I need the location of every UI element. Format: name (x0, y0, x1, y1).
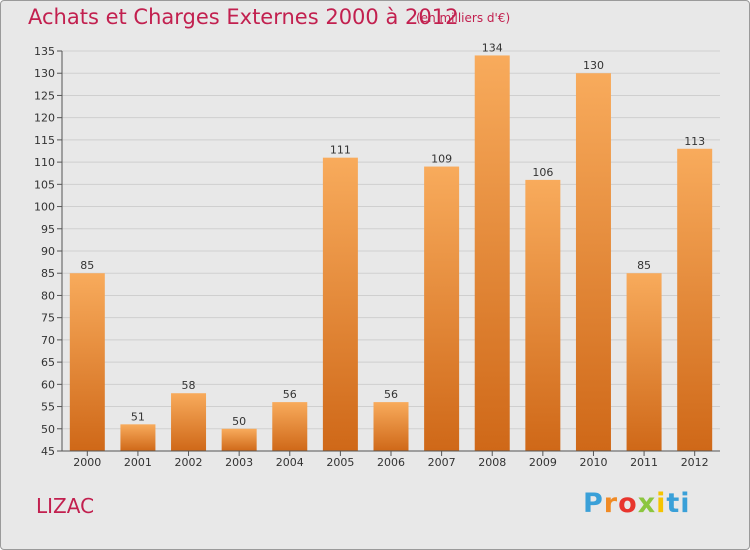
x-tick-label: 2007 (428, 456, 456, 469)
y-axis: 45 50 55 60 65 70 75 80 85 90 95 100 105 110 115 120 125… (34, 45, 63, 458)
y-tick-label: 125 (34, 89, 55, 102)
commune-name: LIZAC (36, 494, 95, 518)
y-tick-label: 110 (34, 156, 55, 169)
x-tick-label: 2010 (579, 456, 607, 469)
x-tick-label: 2009 (529, 456, 557, 469)
data-label: 109 (431, 153, 452, 166)
x-tick-label: 2012 (681, 456, 709, 469)
bar (525, 179, 561, 451)
logo-letter: x (637, 488, 657, 519)
bar (373, 402, 409, 451)
y-tick-label: 90 (41, 245, 55, 258)
bar (322, 157, 358, 451)
data-label: 130 (583, 59, 604, 72)
data-label: 85 (80, 259, 94, 272)
data-label: 113 (684, 135, 705, 148)
x-axis: 2000 2001 2002 2003 2004 2005 2006 2007 2008 2009… (62, 450, 720, 469)
y-tick-label: 60 (41, 378, 55, 391)
bar (221, 428, 257, 451)
logo-letter: r (603, 488, 619, 519)
bar (474, 55, 510, 451)
data-label: 56 (283, 388, 297, 401)
x-tick-label: 2011 (630, 456, 658, 469)
logo-letter: P (583, 488, 604, 519)
bar (272, 402, 308, 451)
y-tick-label: 130 (34, 67, 55, 80)
y-tick-label: 105 (34, 178, 55, 191)
x-tick-label: 2001 (124, 456, 152, 469)
data-label: 134 (482, 41, 503, 54)
data-label: 50 (232, 415, 246, 428)
y-tick-label: 95 (41, 223, 55, 236)
proxiti-logo[interactable]: Proxiti (583, 488, 691, 519)
bar (171, 393, 207, 451)
data-label: 58 (182, 379, 196, 392)
logo-letter: i (656, 488, 667, 519)
x-tick-label: 2002 (175, 456, 203, 469)
chart-subtitle: (en milliers d'€) (416, 11, 511, 25)
bar (575, 73, 611, 451)
y-tick-label: 70 (41, 334, 55, 347)
y-tick-label: 80 (41, 289, 55, 302)
bar (69, 273, 105, 451)
bar (677, 148, 713, 451)
y-tick-label: 120 (34, 112, 55, 125)
y-tick-label: 75 (41, 312, 55, 325)
y-tick-label: 115 (34, 134, 55, 147)
y-tick-label: 135 (34, 45, 55, 58)
y-tick-label: 45 (41, 445, 55, 458)
chart-title: Achats et Charges Externes 2000 à 2012 (28, 5, 459, 29)
data-label: 111 (330, 144, 351, 157)
bars: 85 51 58 50 56 111 56 109 134 106 130 85 113 (69, 41, 713, 452)
data-label: 56 (384, 388, 398, 401)
x-tick-label: 2005 (326, 456, 354, 469)
data-label: 106 (532, 166, 553, 179)
y-tick-label: 100 (34, 201, 55, 214)
bar (424, 166, 460, 452)
x-tick-label: 2008 (478, 456, 506, 469)
y-tick-label: 65 (41, 356, 55, 369)
y-tick-label: 50 (41, 423, 55, 436)
logo-letter: o (618, 488, 638, 519)
y-tick-label: 55 (41, 401, 55, 414)
x-tick-label: 2006 (377, 456, 405, 469)
x-tick-label: 2000 (73, 456, 101, 469)
data-label: 51 (131, 410, 145, 423)
bar (120, 424, 156, 451)
data-label: 85 (637, 259, 651, 272)
bar-chart: 45 50 55 60 65 70 75 80 85 90 95 100 105 110 115 120 125… (34, 41, 720, 469)
logo-letter: ti (666, 488, 691, 519)
x-tick-label: 2003 (225, 456, 253, 469)
bar (626, 273, 662, 451)
y-tick-label: 85 (41, 267, 55, 280)
x-tick-label: 2004 (276, 456, 304, 469)
